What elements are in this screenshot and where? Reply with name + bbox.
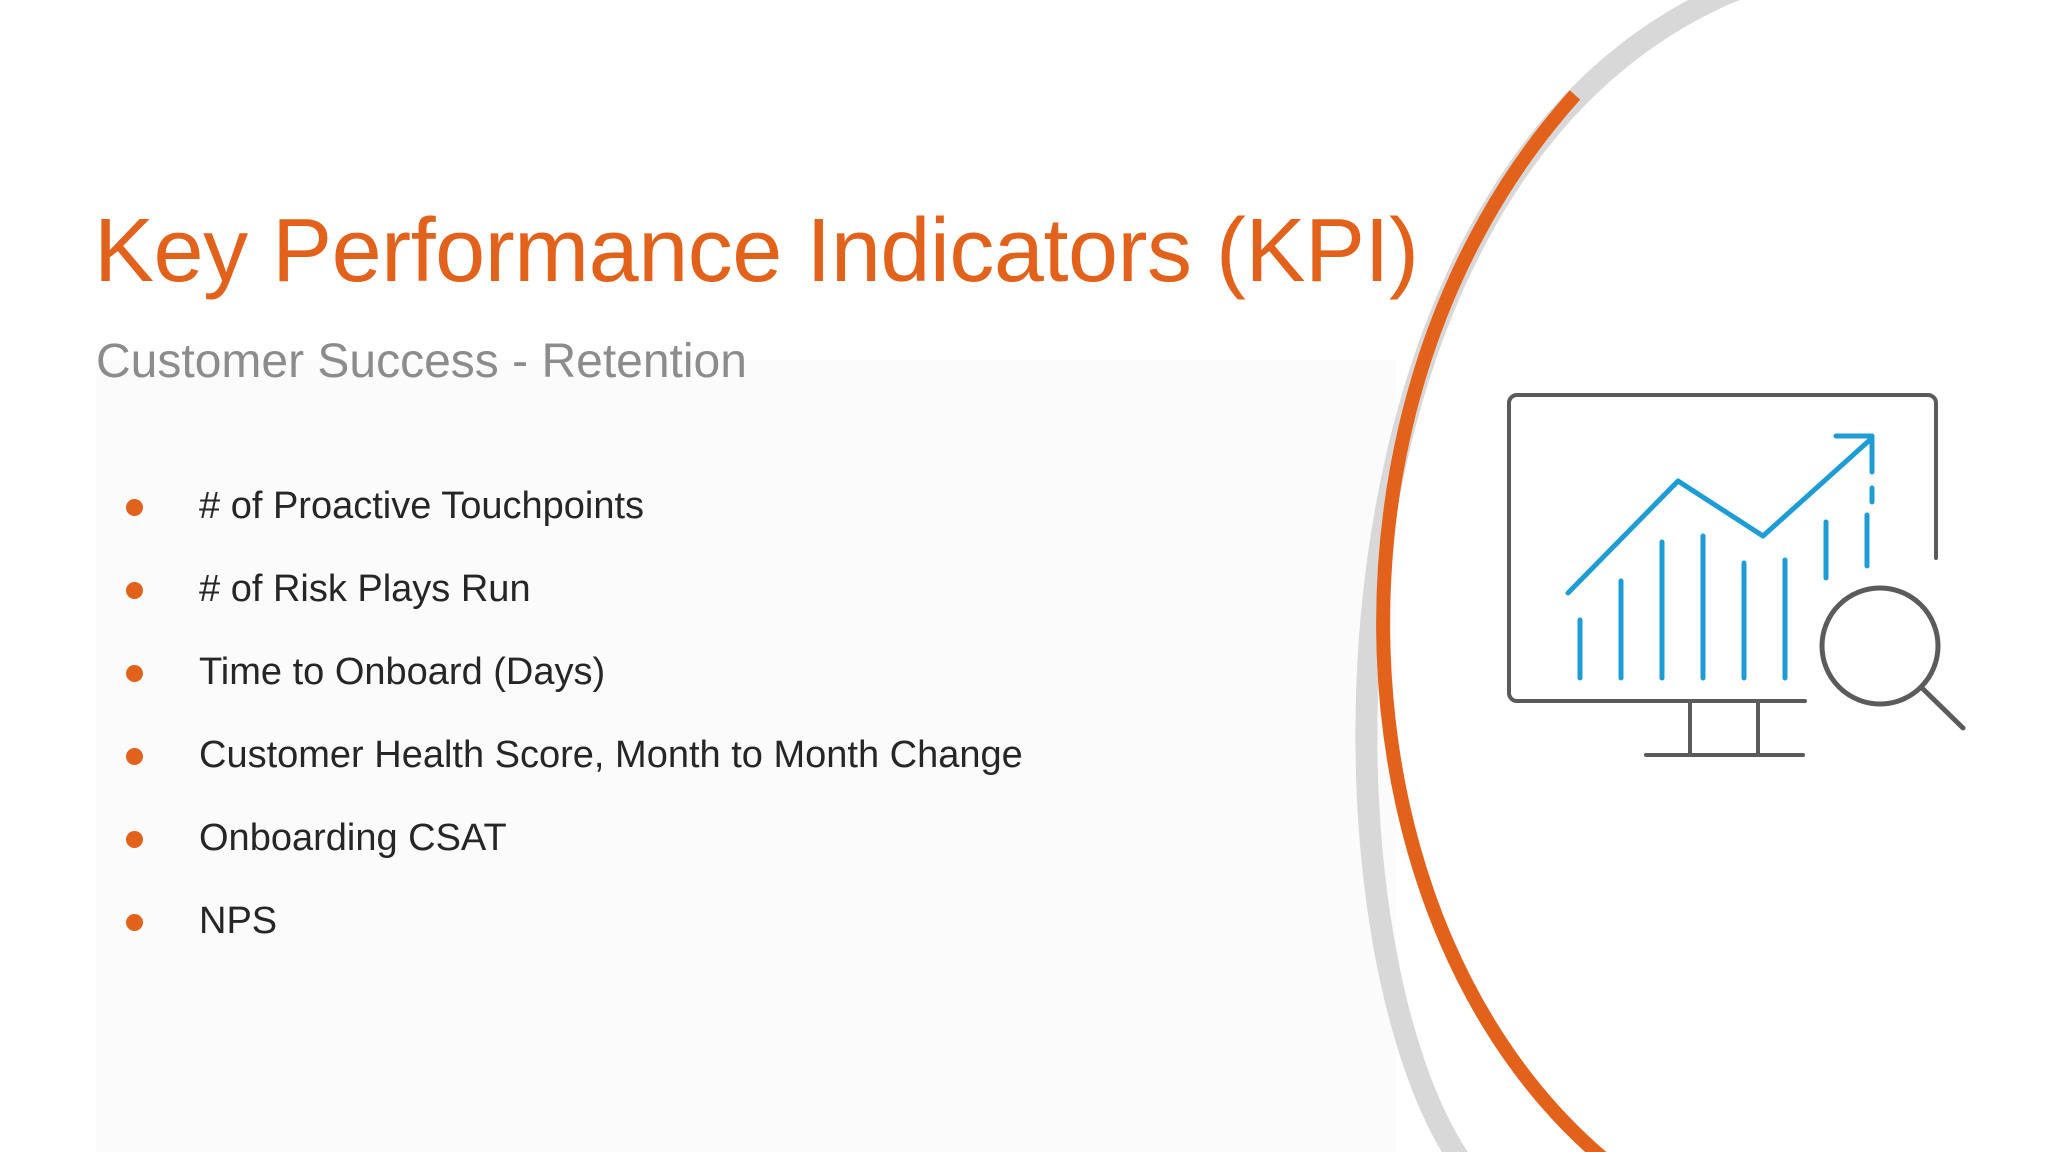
orange-arc bbox=[1376, 90, 1607, 1152]
kpi-label: Time to Onboard (Days) bbox=[199, 651, 606, 693]
content-panel bbox=[96, 360, 1396, 1152]
bullet-icon bbox=[126, 665, 143, 682]
bullet-icon bbox=[126, 748, 143, 765]
slide-subtitle: Customer Success - Retention bbox=[96, 335, 747, 388]
bar-lines bbox=[1577, 512, 1870, 681]
bullet-icon bbox=[126, 831, 143, 848]
kpi-label: # of Proactive Touchpoints bbox=[199, 485, 645, 527]
bullet-icon bbox=[126, 499, 143, 516]
magnifier-icon bbox=[1819, 585, 1966, 731]
trend-arrow-icon bbox=[1565, 433, 1875, 596]
kpi-label: # of Risk Plays Run bbox=[199, 568, 531, 610]
kpi-label: Customer Health Score, Month to Month Ch… bbox=[199, 734, 1023, 776]
slide-title: Key Performance Indicators (KPI) bbox=[94, 201, 1419, 301]
monitor-outline bbox=[1507, 393, 1938, 757]
monitor-analytics-magnifier-icon bbox=[1507, 393, 1966, 757]
bullet-icon bbox=[126, 914, 143, 931]
kpi-label: Onboarding CSAT bbox=[199, 817, 507, 859]
kpi-label: NPS bbox=[199, 900, 278, 942]
bullet-icon bbox=[126, 582, 143, 599]
